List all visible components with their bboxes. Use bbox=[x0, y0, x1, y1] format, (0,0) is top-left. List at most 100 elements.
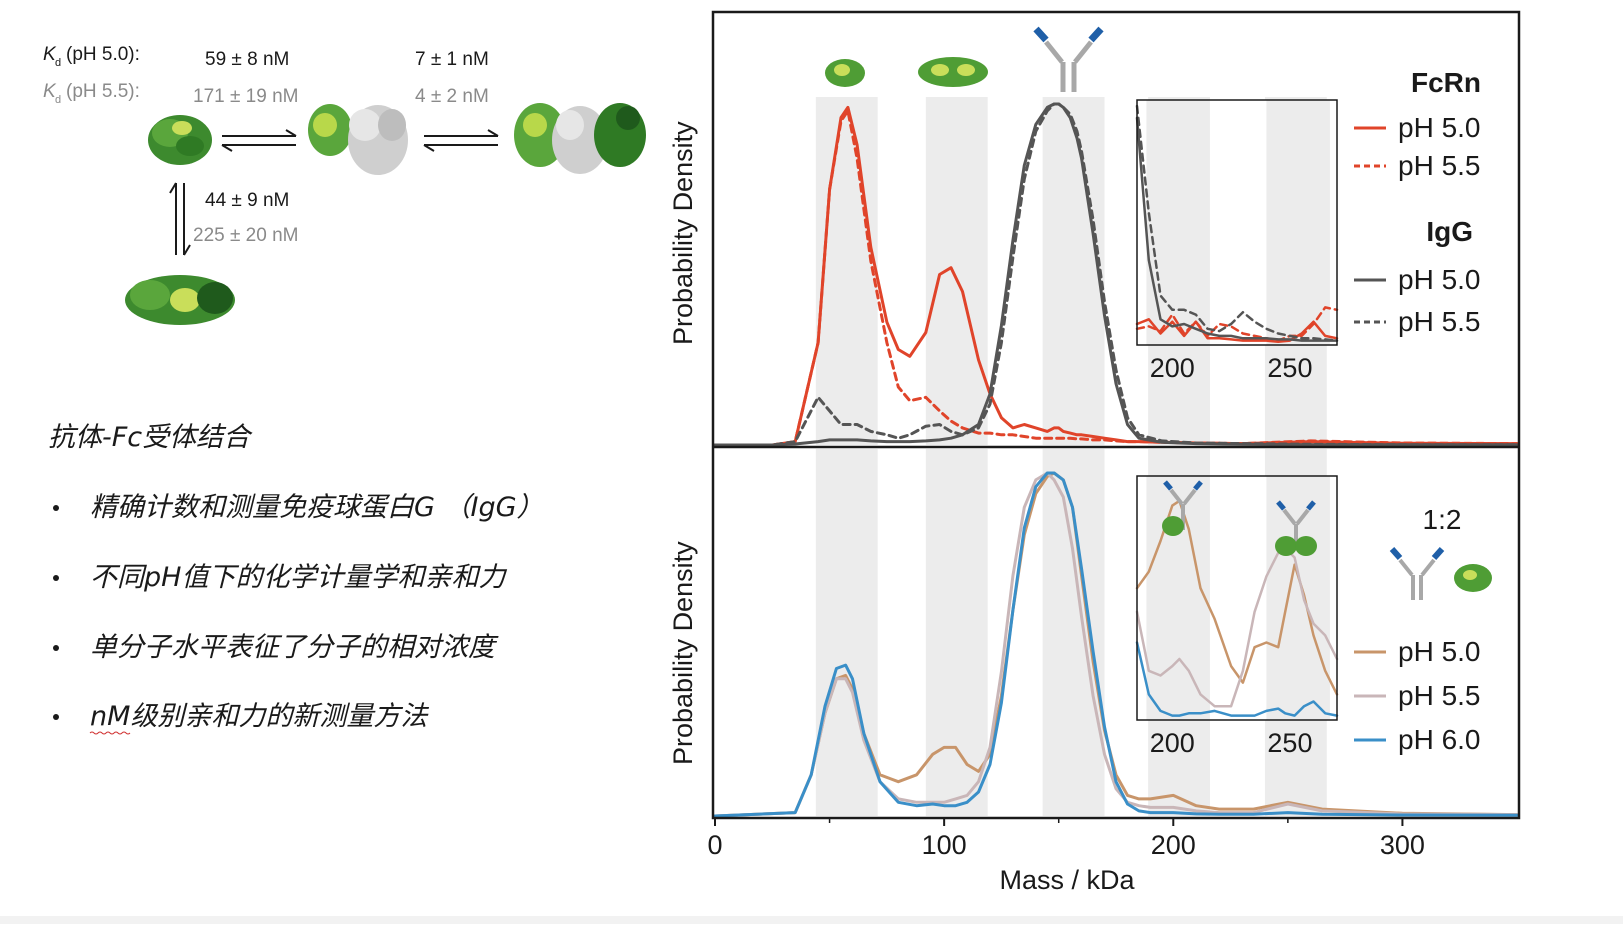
legend-fcrn-ph50: pH 5.0 bbox=[1398, 112, 1481, 143]
inset-tick-label: 200 bbox=[1150, 728, 1195, 758]
equilibrium-arrows-1 bbox=[221, 129, 297, 152]
top-legend: FcRn pH 5.0 pH 5.5 IgG pH 5.0 pH 5.5 bbox=[1354, 67, 1481, 337]
kd-ph50-label: (pH 5.0): bbox=[66, 44, 140, 65]
kd-step1-ph50: 59 ± 8 nM bbox=[205, 49, 289, 70]
igg-fcrn-1to1-icon bbox=[308, 104, 408, 175]
x-tick-label: 0 bbox=[707, 830, 722, 860]
bullet-item-2: 不同pH值下的化学计量学和亲和力 bbox=[90, 562, 507, 593]
bullet-item-3: 单分子水平表征了分子的相对浓度 bbox=[90, 632, 499, 663]
k-symbol: K bbox=[43, 44, 57, 65]
bullet-item-1: 精确计数和测量免疫球蛋白G （IgG） bbox=[90, 492, 544, 523]
kd-ph50-header: K d (pH 5.0): bbox=[43, 44, 140, 69]
band-bottom bbox=[925, 449, 988, 816]
legend-ph60: pH 6.0 bbox=[1398, 724, 1481, 755]
legend-fcrn-ph55: pH 5.5 bbox=[1398, 150, 1481, 181]
top-inset: 200 250 bbox=[1135, 99, 1339, 383]
notes-title: 抗体-Fc受体结合 bbox=[48, 422, 253, 453]
kd-step3-ph55: 225 ± 20 nM bbox=[193, 225, 299, 246]
igg-one-fcrn-inset-icon bbox=[1162, 480, 1203, 536]
k-symbol-gray: K bbox=[43, 81, 57, 102]
x-axis: 0 100 200 300 bbox=[707, 818, 1425, 860]
band-bottom bbox=[1042, 449, 1105, 816]
top-panel-lines bbox=[713, 102, 1519, 447]
band-top bbox=[1042, 97, 1105, 445]
series-line-ph-6-0 bbox=[713, 471, 1519, 818]
fcrn-blob bbox=[1275, 536, 1297, 556]
series-line-ph-5-0 bbox=[713, 102, 1519, 447]
top-ylabel: Probability Density bbox=[668, 121, 698, 345]
fcrn-monomer-peak-icon bbox=[825, 59, 865, 87]
x-tick-label: 200 bbox=[1151, 830, 1196, 860]
antibody-fab bbox=[1193, 480, 1203, 491]
inset-tick-label: 200 bbox=[1150, 353, 1195, 383]
fcrn-dimer-peak-icon bbox=[918, 57, 988, 87]
bullet-dot bbox=[53, 645, 59, 651]
antibody-fab bbox=[1276, 500, 1286, 511]
antibody-arm bbox=[1169, 488, 1184, 506]
x-axis-label: Mass / kDa bbox=[999, 865, 1135, 895]
series-line-ph-6-0 bbox=[1135, 641, 1339, 717]
x-tick-label: 300 bbox=[1380, 830, 1425, 860]
fcrn-legend-icon bbox=[1454, 564, 1492, 592]
notes: 抗体-Fc受体结合 精确计数和测量免疫球蛋白G （IgG） 不同pH值下的化学计… bbox=[48, 422, 544, 735]
equilibrium-arrows-vertical bbox=[169, 182, 191, 256]
legend-igg-ph55: pH 5.5 bbox=[1398, 306, 1481, 337]
inset-band bbox=[1266, 100, 1330, 345]
band-top bbox=[815, 97, 878, 445]
bottom-strip bbox=[0, 916, 1623, 924]
bullet-dot bbox=[53, 575, 59, 581]
band-bottom bbox=[815, 449, 878, 816]
spellcheck-underline bbox=[89, 731, 131, 735]
fcrn-blob bbox=[1162, 516, 1184, 536]
kd-step2-ph50: 7 ± 1 nM bbox=[415, 49, 489, 70]
antibody-legend-icon bbox=[1389, 547, 1445, 600]
bottom-inset: 200 250 bbox=[1135, 475, 1339, 758]
legend-title-igg: IgG bbox=[1426, 216, 1473, 247]
series-line-igg-ph-5-0 bbox=[1135, 116, 1339, 342]
notes-bullet-list: 精确计数和测量免疫球蛋白G （IgG） 不同pH值下的化学计量学和亲和力 单分子… bbox=[53, 492, 544, 735]
series-line-ph-5-5 bbox=[1135, 546, 1339, 708]
bullet-dot bbox=[53, 505, 59, 511]
legend-ph55: pH 5.5 bbox=[1398, 680, 1481, 711]
kd-step3-ph50: 44 ± 9 nM bbox=[205, 190, 289, 211]
inset-tick-label: 250 bbox=[1267, 353, 1312, 383]
kd-step1-ph55: 171 ± 19 nM bbox=[193, 86, 299, 107]
bottom-legend: 1:2 pH 5.0 pH 5.5 pH 6.0 bbox=[1354, 504, 1492, 755]
antibody-arm bbox=[1295, 508, 1310, 526]
bottom-panel-lines bbox=[713, 471, 1519, 818]
bottom-ylabel: Probability Density bbox=[668, 541, 698, 765]
legend-igg-ph50: pH 5.0 bbox=[1398, 264, 1481, 295]
inset-frame bbox=[1136, 99, 1338, 346]
k-subscript: d bbox=[55, 57, 61, 69]
band-top bbox=[925, 97, 988, 445]
series-line-ph-5-5 bbox=[713, 471, 1519, 818]
series-line-fcrn-ph-5-0 bbox=[1135, 318, 1339, 344]
equilibrium-arrows-2 bbox=[423, 129, 499, 152]
kd-step2-ph55: 4 ± 2 nM bbox=[415, 86, 489, 107]
bullet-dot bbox=[53, 714, 59, 720]
antibody-fab bbox=[1306, 500, 1316, 511]
series-line-ph-5-5 bbox=[713, 109, 1519, 447]
legend-ratio: 1:2 bbox=[1423, 504, 1462, 535]
inset-band bbox=[1146, 100, 1210, 345]
legend-ph50: pH 5.0 bbox=[1398, 636, 1481, 667]
kd-ph55-header: K d (pH 5.5): bbox=[43, 81, 140, 106]
igg-two-fcrn-inset-icon bbox=[1275, 500, 1317, 556]
series-line-fcrn-ph-5-5 bbox=[1135, 306, 1339, 342]
antibody-arm bbox=[1182, 488, 1197, 506]
legend-title-fcrn: FcRn bbox=[1411, 67, 1481, 98]
antibody-arm bbox=[1282, 508, 1297, 526]
antibody-peak-icon bbox=[1033, 26, 1104, 92]
x-tick-label: 100 bbox=[922, 830, 967, 860]
k-subscript-gray: d bbox=[55, 94, 61, 106]
fcrn-dimer-icon bbox=[125, 275, 235, 325]
inset-band bbox=[1266, 476, 1330, 720]
inset-frame bbox=[1136, 475, 1338, 721]
kd-scheme: K d (pH 5.0): K d (pH 5.5): 59 ± 8 nM 17… bbox=[43, 44, 646, 325]
fcrn-blob bbox=[1295, 536, 1317, 556]
kd-ph55-label: (pH 5.5): bbox=[66, 81, 140, 102]
igg-fcrn-1to2-icon bbox=[514, 103, 646, 174]
bullet-item-4: nM级别亲和力的新测量方法 bbox=[90, 701, 429, 732]
chart-frame bbox=[711, 10, 1521, 820]
